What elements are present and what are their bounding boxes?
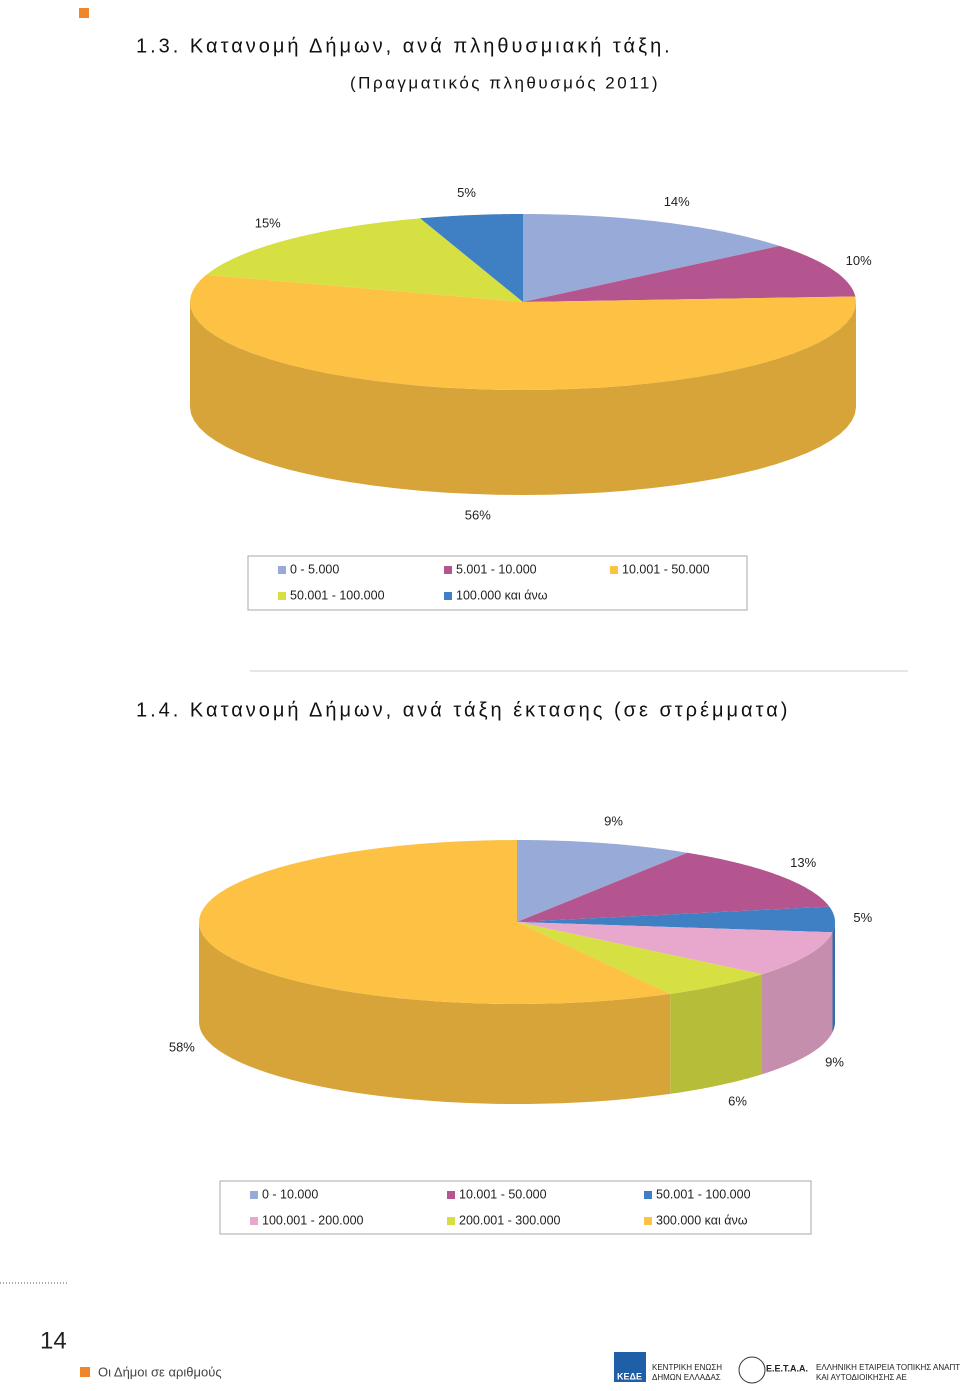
slice — [206, 218, 523, 302]
legend-label: 100.001 - 200.000 — [262, 1213, 364, 1227]
footer-text: Οι Δήμοι σε αριθμούς — [98, 1364, 222, 1379]
data-label: 5% — [457, 185, 476, 200]
legend-label: 0 - 10.000 — [262, 1187, 318, 1201]
legend-label: 300.000 και άνω — [656, 1213, 748, 1227]
slice — [199, 840, 671, 1004]
slice — [517, 840, 688, 922]
logo-text: ΕΛΛΗΝΙΚΗ ΕΤΑΙΡΕΙΑ ΤΟΠΙΚΗΣ ΑΝΑΠΤΥΞΗΣ — [816, 1363, 960, 1372]
legend-label: 5.001 - 10.000 — [456, 562, 537, 576]
data-label: 14% — [664, 194, 690, 209]
legend-swatch — [278, 566, 286, 574]
legend — [247, 555, 748, 611]
legend-swatch — [278, 592, 286, 600]
legend-swatch — [610, 566, 618, 574]
slice — [190, 274, 856, 390]
logo-icon — [614, 1352, 646, 1382]
data-label: 9% — [604, 814, 623, 829]
legend-swatch — [250, 1191, 258, 1199]
legend-swatch — [644, 1191, 652, 1199]
chart-subtitle: (Πραγματικός πληθυσμός 2011) — [350, 73, 660, 92]
bullet — [80, 1367, 90, 1377]
legend-label: 100.000 και άνω — [456, 588, 548, 602]
legend-swatch — [250, 1217, 258, 1225]
slice-side — [190, 302, 856, 495]
chart-title: 1.4. Κατανομή Δήμων, ανά τάξη έκτασης (σ… — [136, 699, 790, 721]
legend-swatch — [444, 566, 452, 574]
slice-side — [762, 932, 833, 1075]
chart-title: 1.3. Κατανομή Δήμων, ανά πληθυσμιακή τάξ… — [136, 35, 673, 57]
legend — [219, 1180, 812, 1235]
data-label: 5% — [853, 910, 872, 925]
legend-swatch — [447, 1217, 455, 1225]
legend-label: 0 - 5.000 — [290, 562, 339, 576]
logo-text: ΚΕΝΤΡΙΚΗ ΕΝΩΣΗ — [652, 1363, 722, 1372]
logo-text: ΚΑΙ ΑΥΤΟΔΙΟΙΚΗΣΗΣ ΑΕ — [816, 1373, 907, 1382]
legend-swatch — [644, 1217, 652, 1225]
slice — [517, 922, 833, 975]
data-label: 10% — [846, 253, 872, 268]
data-label: 6% — [728, 1094, 747, 1109]
data-label: 15% — [255, 216, 281, 231]
slice — [517, 906, 835, 933]
logo-icon — [738, 1356, 766, 1384]
logo-text: ΚΕΔΕ — [617, 1371, 642, 1381]
legend-label: 10.001 - 50.000 — [459, 1187, 547, 1201]
slice-side — [670, 974, 763, 1094]
legend-label: 200.001 - 300.000 — [459, 1213, 561, 1227]
data-label: 13% — [790, 855, 816, 870]
logo-text: ΔΗΜΩΝ ΕΛΛΑΔΑΣ — [652, 1373, 721, 1382]
data-label: 9% — [825, 1055, 844, 1070]
page-number: 14 — [40, 1327, 67, 1354]
data-label: 56% — [465, 508, 491, 523]
slice — [420, 214, 523, 302]
logo-text: Ε.Ε.Τ.Α.Α. — [766, 1363, 808, 1373]
legend-swatch — [447, 1191, 455, 1199]
slice-side — [832, 922, 835, 1033]
slice — [517, 852, 830, 922]
legend-swatch — [444, 592, 452, 600]
data-label: 58% — [169, 1039, 195, 1054]
legend-label: 50.001 - 100.000 — [656, 1187, 751, 1201]
slice — [523, 214, 780, 302]
legend-label: 50.001 - 100.000 — [290, 588, 385, 602]
legend-label: 10.001 - 50.000 — [622, 562, 710, 576]
slice — [517, 922, 763, 994]
slice — [523, 245, 856, 302]
bullet — [79, 8, 89, 18]
slice-side — [199, 922, 671, 1104]
